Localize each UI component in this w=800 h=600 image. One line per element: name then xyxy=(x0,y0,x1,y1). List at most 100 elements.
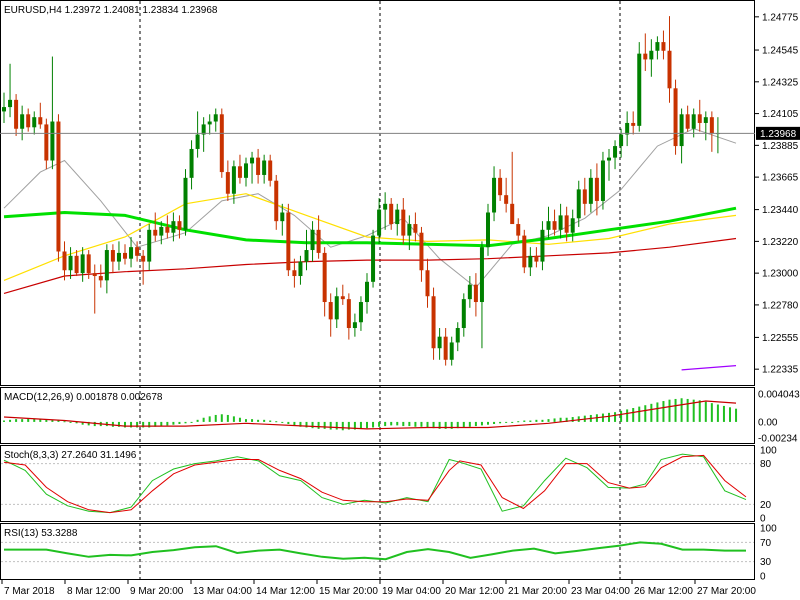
macd-histogram-bar xyxy=(511,421,514,423)
rsi-axis-label: 0 xyxy=(760,572,766,583)
candle-body xyxy=(268,160,273,181)
macd-histogram-bar xyxy=(293,421,296,426)
macd-histogram-bar xyxy=(505,421,508,423)
candle-body xyxy=(280,212,285,222)
macd-histogram-bar xyxy=(729,407,731,422)
macd-histogram-bar xyxy=(81,421,84,425)
macd-histogram-bar xyxy=(196,419,199,422)
macd-histogram-bar xyxy=(299,421,302,427)
time-axis-label: 15 Mar 20:00 xyxy=(319,586,378,597)
rsi-line xyxy=(4,541,746,561)
candle-body xyxy=(564,215,569,233)
candle-body xyxy=(298,261,303,277)
macd-histogram-bar xyxy=(577,416,580,422)
macd-signal-line xyxy=(3,400,737,430)
macd-axis: 0.004043 0.00 -0.00234 xyxy=(758,389,800,444)
macd-histogram-bar xyxy=(626,409,629,422)
macd-histogram-bar xyxy=(214,414,217,422)
macd-histogram-bar xyxy=(680,398,683,422)
macd-histogram-bar xyxy=(692,399,695,422)
candle-body xyxy=(473,284,478,303)
candle-body xyxy=(449,342,454,360)
macd-histogram-bar xyxy=(529,420,532,422)
macd-histogram-bar xyxy=(275,421,278,423)
macd-histogram-bar xyxy=(39,419,42,422)
macd-indicator xyxy=(3,398,738,431)
ma-gray-line xyxy=(3,128,737,289)
macd-histogram-bar xyxy=(220,414,223,422)
candle-body xyxy=(177,221,182,230)
macd-histogram-bar xyxy=(517,421,520,423)
candle-body xyxy=(365,281,369,303)
candle-body xyxy=(528,255,533,268)
candle-body xyxy=(44,124,49,161)
candle-body xyxy=(455,328,460,343)
macd-histogram-bar xyxy=(111,421,114,427)
candle-body xyxy=(262,160,267,175)
price-axis-label: 1.23440 xyxy=(762,205,799,216)
time-axis-label: 14 Mar 12:00 xyxy=(256,586,315,597)
candle-body xyxy=(413,224,418,233)
macd-histogram-bar xyxy=(359,421,362,429)
macd-histogram-bar xyxy=(571,417,574,422)
macd-panel-frame xyxy=(0,387,755,444)
macd-histogram-bar xyxy=(341,421,344,431)
candle-body xyxy=(697,114,702,123)
macd-histogram-bar xyxy=(347,421,350,430)
ma-red-line xyxy=(3,237,737,294)
candle-body xyxy=(504,195,509,204)
macd-histogram-bar xyxy=(644,405,647,422)
macd-histogram-bar xyxy=(63,421,66,423)
day-separators xyxy=(139,1,621,580)
ma-green-line xyxy=(3,206,737,248)
stoch-d-line xyxy=(3,454,747,514)
macd-histogram-bar xyxy=(456,421,459,429)
candle-body xyxy=(68,255,73,271)
time-axis-label: 23 Mar 04:00 xyxy=(571,586,630,597)
time-axis-label: 26 Mar 12:00 xyxy=(634,586,693,597)
candle-body xyxy=(92,273,97,277)
macd-histogram-bar xyxy=(33,418,36,422)
candle-body xyxy=(461,299,466,329)
macd-histogram-bar xyxy=(438,421,441,429)
candle-body xyxy=(358,302,363,323)
macd-histogram-bar xyxy=(45,419,48,422)
candle-body xyxy=(407,224,412,236)
macd-histogram-bar xyxy=(547,419,550,422)
macd-histogram-bar xyxy=(245,419,247,422)
time-axis-label: 27 Mar 20:00 xyxy=(697,586,756,597)
candle-body xyxy=(207,121,212,125)
candle-body xyxy=(443,336,448,360)
macd-histogram-bar xyxy=(716,404,719,422)
macd-histogram-bar xyxy=(632,408,635,422)
price-axis: 1.24775 1.24545 1.24325 1.24105 1.23885 1.236… xyxy=(755,12,799,376)
macd-histogram-bar xyxy=(620,410,623,422)
rsi-axis-label: 100 xyxy=(760,524,777,535)
candle-body xyxy=(352,322,357,329)
time-axis: 7 Mar 2018 8 Mar 12:00 9 Mar 20:00 13 Mar 0… xyxy=(1,580,756,597)
current-price-tag: 1.23968 xyxy=(756,126,800,140)
macd-histogram-bar xyxy=(93,421,96,427)
candle-body xyxy=(570,218,575,233)
candle-body xyxy=(371,235,376,282)
macd-histogram-bar xyxy=(117,421,120,427)
candle-body xyxy=(201,124,206,135)
stoch-axis-label: 0 xyxy=(760,514,766,525)
candle-body xyxy=(419,232,424,271)
stoch-header: Stoch(8,3,3) 27.2640 31.1496 xyxy=(4,450,137,461)
stoch-axis-label: 80 xyxy=(760,459,772,470)
moving-averages xyxy=(3,128,737,371)
candle-body xyxy=(540,229,545,262)
macd-histogram-bar xyxy=(136,421,139,428)
macd-histogram-bar xyxy=(662,401,665,422)
macd-histogram-bar xyxy=(184,421,187,424)
candle-body xyxy=(389,203,394,225)
candle-body xyxy=(679,114,684,147)
macd-histogram-bar xyxy=(160,421,163,427)
candle-body xyxy=(225,172,230,194)
candle-body xyxy=(56,121,61,252)
candle-body xyxy=(20,114,25,129)
macd-histogram-bar xyxy=(51,419,54,422)
candle-body xyxy=(673,88,678,147)
candle-body xyxy=(425,270,430,297)
